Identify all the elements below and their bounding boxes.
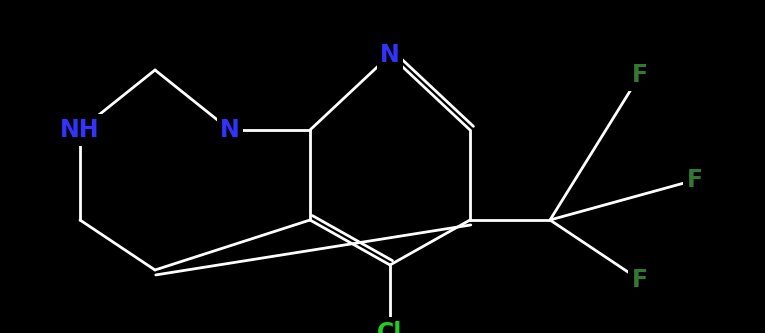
Text: F: F	[632, 268, 648, 292]
Text: N: N	[220, 118, 240, 142]
Text: Cl: Cl	[377, 321, 402, 333]
Text: NH: NH	[60, 118, 99, 142]
Text: F: F	[687, 168, 703, 192]
Text: F: F	[632, 63, 648, 87]
Text: N: N	[380, 43, 400, 67]
